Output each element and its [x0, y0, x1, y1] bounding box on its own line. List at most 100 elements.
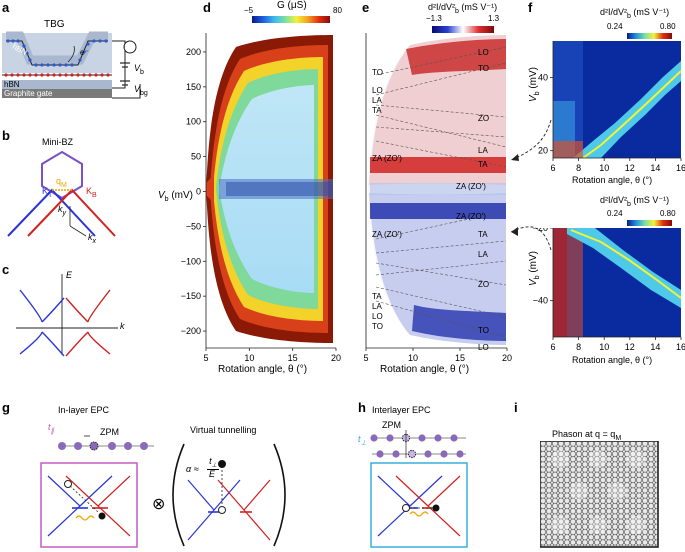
kt-label: KT [42, 186, 53, 199]
red-dirac-cone [65, 289, 111, 357]
panel-e-heatmap [368, 35, 507, 345]
panel-label-a: a [2, 0, 10, 15]
i-phason-lattice [540, 441, 659, 548]
e-axis-label: E [66, 270, 73, 280]
f-colorbar-top [627, 33, 672, 39]
e-mode-label: ZA (ZO′) [372, 154, 402, 163]
h-t-label: t⊥ [358, 434, 367, 447]
d-y-tick-label: 200 [186, 47, 201, 57]
tbg-atoms-blue [6, 39, 108, 67]
f-curved-arrows [510, 119, 552, 251]
f-top-x-tick-label: 8 [576, 163, 581, 173]
electron-path-arrow [67, 45, 75, 63]
panel-b-mini-bz [7, 150, 116, 237]
panel-label-e: e [362, 0, 370, 15]
g-virtual-tunnelling-diagram [172, 443, 286, 547]
hbn-top-layer [6, 31, 108, 65]
e-mode-label: TA [372, 106, 382, 115]
panel-a-device-schematic [2, 31, 141, 99]
ammeter-symbol [123, 40, 137, 54]
e-mode-label: ZA (ZO′) [456, 212, 486, 221]
i-title: Phason at q = qM [552, 429, 622, 442]
kb-label: KB [86, 186, 97, 199]
e-phonon-mode-lines [375, 46, 507, 338]
e-mode-label: LA [372, 96, 382, 105]
g-t-label: t∥ [48, 422, 55, 435]
panel-f-top-axes: 20 40 6 8 10 12 14 16 [538, 41, 685, 173]
d-y-ticks: −200 −150 −100 −50 0 50 100 150 200 [181, 47, 206, 336]
h-interlayer-band-box [370, 462, 468, 548]
d-colorbar [252, 16, 330, 23]
f-bottom-x-tick-label: 12 [625, 342, 635, 352]
f-top-y-tick-label: 40 [538, 73, 548, 83]
h-bilayer-chain [370, 430, 466, 459]
f-top-xlabel: Rotation angle, θ (°) [572, 175, 653, 185]
mini-bz-hexagon [41, 150, 83, 200]
panel-c-band-diagram [16, 274, 118, 357]
f-top-x-tick-label: 10 [599, 163, 609, 173]
g-otimes: ⊗ [152, 496, 166, 513]
e-x-tick-label: 5 [363, 353, 368, 363]
vb-label: Vb [134, 63, 144, 76]
d-x-tick-label: 5 [203, 353, 208, 363]
f-top-ylabel: Vb (mV) [528, 66, 541, 102]
d-x-tick-label: 15 [288, 353, 298, 363]
d-y-tick-label: −200 [181, 326, 201, 336]
circuit-wire [112, 40, 126, 89]
panel-e-axes: 5 10 15 20 [363, 33, 512, 363]
f-bottom-x-tick-label: 14 [650, 342, 660, 352]
f-bottom-y-tick-label: −40 [533, 296, 548, 306]
e-mode-label: LA [478, 250, 488, 259]
f-bottom-x-tick-label: 6 [550, 342, 555, 352]
g-alpha: α ≈ [186, 464, 199, 474]
f-colorbar-min-bottom: 0.24 [607, 209, 623, 218]
e-za-band-negative [370, 203, 506, 219]
f-colorbar-max-top: 0.80 [660, 22, 676, 31]
g-title-virtual: Virtual tunnelling [190, 425, 257, 435]
f-colorbar-bottom [627, 220, 672, 226]
d-y-tick-label: −100 [181, 256, 201, 266]
d-x-tick-label: 20 [331, 353, 341, 363]
panel-label-i: i [514, 400, 518, 415]
f-top-x-tick-label: 16 [676, 163, 685, 173]
g-frac-den: E [209, 469, 216, 479]
e-mode-label: LO [478, 343, 489, 352]
d-xlabel: Rotation angle, θ (°) [218, 364, 308, 375]
e-mode-label: TO [478, 64, 489, 73]
e-colorbar-title: d²I/dV²b (mS V⁻¹) [428, 2, 498, 15]
e-mode-label: TA [478, 160, 488, 169]
e-colorbar [432, 26, 494, 33]
g-frac-num: t⊥ [207, 456, 219, 470]
panel-label-h: h [358, 400, 366, 415]
f-bottom-x-tick-label: 10 [599, 342, 609, 352]
ky-label: ky [58, 204, 66, 217]
e-negative-region [369, 193, 506, 345]
f-colorbar-title-top: d²I/dV²b (mS V⁻¹) [600, 7, 670, 20]
e-mode-label: ZA (ZO′) [456, 182, 486, 191]
f-top-band [573, 61, 681, 158]
panel-label-f: f [528, 0, 533, 15]
g-in-layer-band-box [40, 462, 138, 548]
h-zpm-label: ZPM [382, 420, 401, 430]
d-y-tick-label: 100 [186, 117, 201, 127]
e-mode-label: TA [372, 292, 382, 301]
vbg-label: Vbg [134, 84, 148, 97]
f-colorbar-title-bottom: d²I/dV²b (mS V⁻¹) [600, 195, 670, 208]
hbn-bottom-layer [2, 80, 112, 89]
g-zpm-label: ZPM [100, 427, 119, 437]
g-title-in-layer: In-layer EPC [58, 405, 110, 415]
d-x-ticks: 5 10 15 20 [203, 348, 341, 363]
panel-f-bottom-heatmap [553, 228, 682, 337]
d-y-tick-label: 50 [191, 152, 201, 162]
panel-label-b: b [2, 128, 10, 143]
e-colorbar-min: −1.3 [426, 14, 442, 23]
g-atom-chain [58, 435, 154, 451]
kx-label: kx [88, 232, 96, 245]
panel-label-d: d [203, 0, 211, 15]
k-axis-label: k [120, 321, 125, 331]
f-top-x-tick-label: 6 [550, 163, 555, 173]
tbg-atoms-red [4, 73, 110, 77]
d-y-tick-label: −50 [186, 221, 201, 231]
h-title: Interlayer EPC [372, 405, 431, 415]
e-mode-label: LO [372, 86, 383, 95]
